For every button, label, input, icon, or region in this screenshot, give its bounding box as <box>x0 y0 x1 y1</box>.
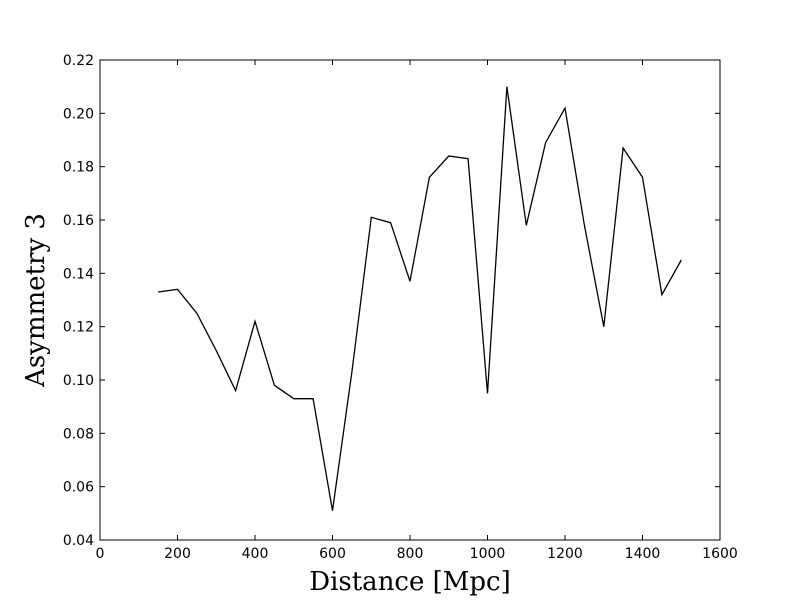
axis-ticks <box>99 59 721 541</box>
x-tick-label: 1600 <box>702 546 738 562</box>
x-tick-label: 400 <box>242 546 269 562</box>
series-line <box>158 86 682 511</box>
x-tick-labels: 0 200 400 600 800 1000 1200 1400 1600 <box>96 546 738 562</box>
y-tick-label: 0.14 <box>63 266 94 282</box>
plot-frame <box>99 59 721 541</box>
y-tick-label: 0.20 <box>63 106 94 122</box>
y-tick-labels: 0.04 0.06 0.08 0.10 0.12 0.14 0.16 0.18 0.20 0.22 <box>63 53 94 549</box>
x-tick-label: 0 <box>96 546 105 562</box>
x-tick-label: 600 <box>319 546 346 562</box>
y-axis-label: Asymmetry 3 <box>21 213 51 388</box>
plot-area <box>158 86 682 511</box>
y-tick-label: 0.22 <box>63 53 94 69</box>
x-tick-label: 1400 <box>625 546 661 562</box>
y-tick-label: 0.16 <box>63 213 94 229</box>
y-tick-label: 0.18 <box>63 160 94 176</box>
x-tick-label: 200 <box>164 546 191 562</box>
y-tick-label: 0.04 <box>63 533 94 549</box>
x-axis-label: Distance [Mpc] <box>309 567 511 597</box>
y-tick-label: 0.08 <box>63 426 94 442</box>
y-tick-label: 0.10 <box>63 373 94 389</box>
y-tick-label: 0.06 <box>63 480 94 496</box>
x-tick-label: 1200 <box>547 546 583 562</box>
x-tick-label: 1000 <box>470 546 506 562</box>
y-tick-label: 0.12 <box>63 320 94 336</box>
x-tick-label: 800 <box>397 546 424 562</box>
